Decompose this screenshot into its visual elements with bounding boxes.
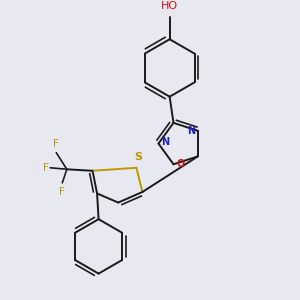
- Text: HO: HO: [161, 1, 178, 11]
- Text: F: F: [59, 187, 65, 196]
- Text: O: O: [176, 159, 184, 169]
- Text: N: N: [161, 137, 169, 147]
- Text: F: F: [53, 139, 59, 149]
- Text: S: S: [134, 152, 142, 162]
- Text: F: F: [43, 163, 49, 173]
- Text: N: N: [187, 126, 195, 136]
